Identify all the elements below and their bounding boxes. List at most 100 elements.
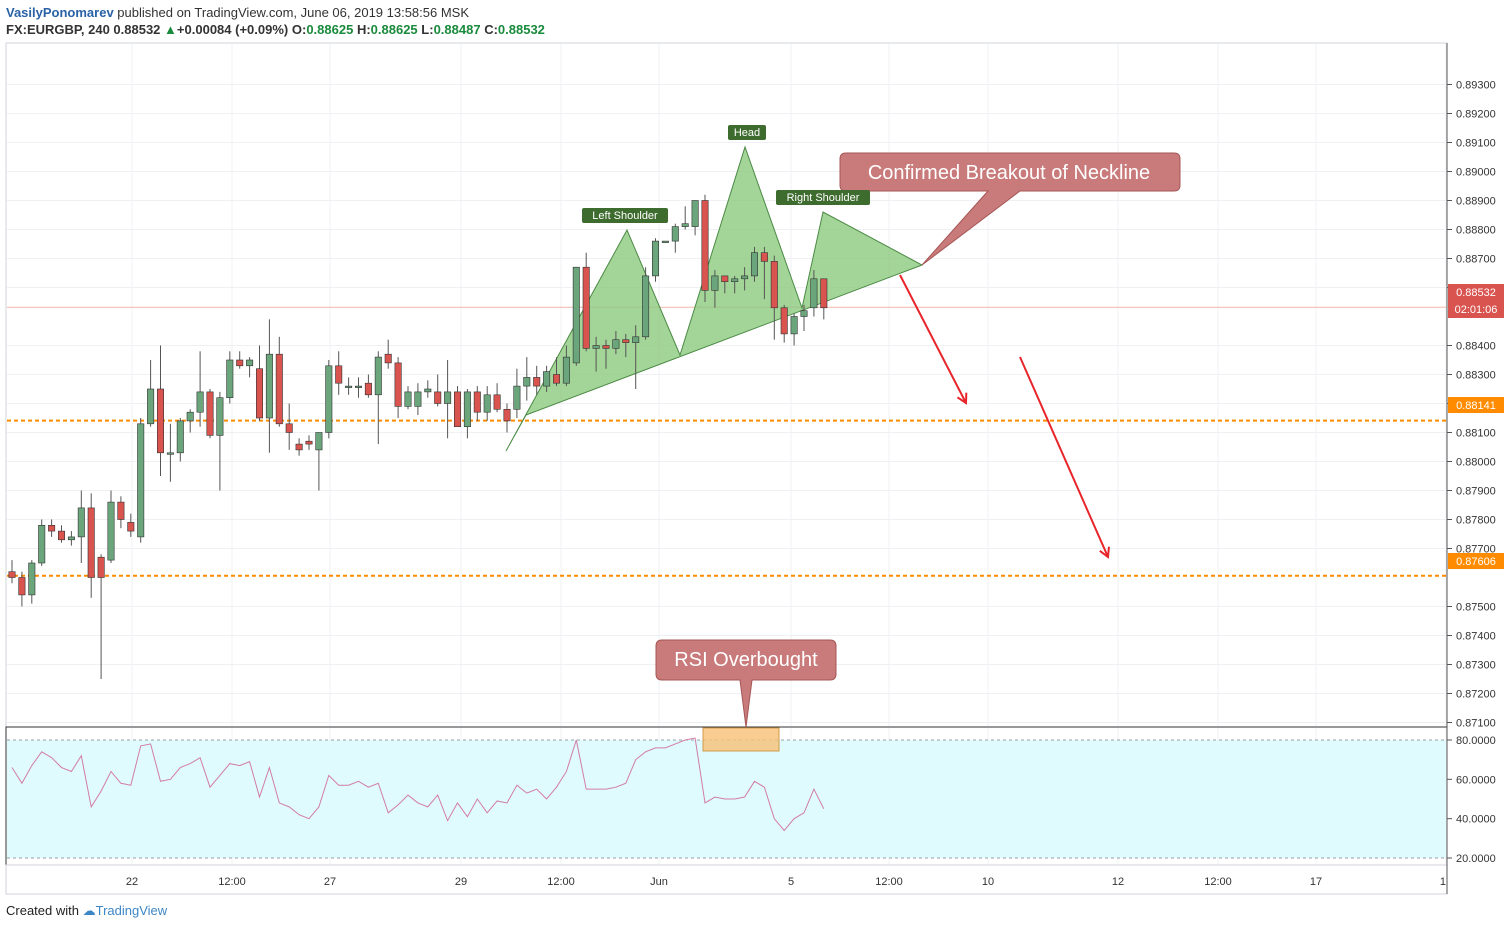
- candle-body: [434, 391, 442, 404]
- candlestick: [741, 267, 749, 291]
- candlestick: [444, 360, 452, 439]
- candle-body: [820, 278, 828, 309]
- time-axis-frame: [5, 864, 1448, 895]
- candlestick: [513, 368, 521, 418]
- price-tick-label: 0.88300: [1456, 370, 1496, 382]
- candle-body: [137, 423, 145, 538]
- candlestick: [354, 377, 362, 398]
- candlestick: [384, 339, 392, 369]
- candlestick: [246, 357, 254, 378]
- candlestick: [820, 278, 828, 320]
- candle-body: [572, 266, 580, 364]
- candle-body: [552, 374, 560, 384]
- candlestick: [582, 252, 590, 352]
- candlestick: [166, 423, 174, 482]
- candle-body: [384, 353, 392, 364]
- candle-body: [721, 275, 729, 282]
- candlestick: [750, 246, 758, 282]
- candle-body: [414, 391, 422, 407]
- candle-body: [612, 339, 620, 349]
- candlestick: [642, 267, 650, 340]
- candlestick: [503, 403, 511, 433]
- price-tick-label: 0.87800: [1456, 515, 1496, 527]
- candle-body: [77, 507, 85, 538]
- candlestick: [453, 386, 461, 427]
- head-and-shoulders-pattern[interactable]: [505, 145, 924, 452]
- candle-body: [57, 530, 65, 541]
- price-tick-label: 0.87900: [1456, 486, 1496, 498]
- candle-body: [404, 391, 412, 407]
- countdown-text: 02:01:06: [1455, 304, 1498, 316]
- candlestick: [523, 357, 531, 401]
- candle-body: [671, 226, 679, 242]
- time-tick-label: 22: [126, 876, 138, 888]
- price-tick-label: 0.87500: [1456, 602, 1496, 614]
- time-tick-label: 1: [1440, 876, 1446, 888]
- candlestick: [424, 380, 432, 398]
- candlestick: [721, 275, 729, 294]
- candle-body: [265, 353, 273, 419]
- candle-body: [157, 388, 165, 454]
- candle-body: [394, 362, 402, 407]
- candle-body: [8, 571, 16, 578]
- author-name[interactable]: VasilyPonomarev: [6, 5, 114, 20]
- time-tick-label: 29: [455, 876, 467, 888]
- candle-body: [424, 388, 432, 393]
- candle-body: [295, 443, 303, 451]
- close-value: 0.88532: [497, 22, 545, 37]
- candle-body: [523, 377, 531, 387]
- candlestick: [255, 345, 263, 421]
- right-shoulder-label[interactable]: Right Shoulder: [776, 190, 870, 205]
- head-label-text: Head: [734, 127, 760, 139]
- tradingview-logo-icon[interactable]: ☁: [82, 903, 96, 918]
- breakout-callout[interactable]: Confirmed Breakout of Neckline: [839, 152, 1181, 266]
- candle-body: [147, 388, 155, 425]
- tradingview-brand[interactable]: TradingView: [95, 903, 168, 918]
- rsi-overbought-callout[interactable]: RSI Overbought: [655, 639, 837, 728]
- candlestick: [711, 270, 719, 308]
- candle-body: [503, 408, 511, 422]
- price-tick-label: 0.87700: [1456, 544, 1496, 556]
- head-label[interactable]: Head: [728, 125, 766, 140]
- candlestick: [800, 304, 808, 331]
- candlestick: [206, 389, 214, 439]
- target-arrow-1[interactable]: [899, 274, 966, 403]
- time-tick-label: 12:00: [218, 876, 246, 888]
- candlestick: [97, 554, 105, 679]
- candle-body: [780, 307, 788, 335]
- candle-body: [642, 275, 650, 338]
- candle-body: [305, 440, 313, 445]
- candle-body: [602, 345, 610, 349]
- price-tick-label: 0.87400: [1456, 631, 1496, 643]
- candle-body: [533, 377, 541, 387]
- candle-body: [800, 310, 808, 317]
- level-2-text: 0.87606: [1456, 556, 1496, 568]
- candlestick: [572, 266, 580, 366]
- candlestick: [602, 339, 610, 369]
- candlestick: [760, 246, 768, 300]
- candlestick: [236, 351, 244, 369]
- time-tick-label: 12: [1112, 876, 1124, 888]
- time-axis[interactable]: 22 12:00 27 29 12:00 Jun 5 12:00 10 12 12:00 17 1: [126, 876, 1446, 888]
- candle-body: [325, 365, 333, 433]
- candle-body: [246, 359, 254, 367]
- left-shoulder-label[interactable]: Left Shoulder: [582, 208, 668, 223]
- price-tick-label: 0.89200: [1456, 109, 1496, 121]
- candle-body: [67, 536, 75, 541]
- candlestick: [533, 365, 541, 395]
- time-tick-label: 27: [324, 876, 336, 888]
- candle-body: [770, 261, 778, 309]
- price-tick-label: 0.89100: [1456, 138, 1496, 150]
- price-tick-label: 0.88700: [1456, 254, 1496, 266]
- level-1-badge: 0.88141: [1448, 397, 1504, 413]
- candlestick: [117, 496, 125, 529]
- rsi-overbought-highlight[interactable]: [702, 727, 780, 752]
- target-arrow-2[interactable]: [1019, 356, 1108, 557]
- candle-body: [493, 394, 501, 410]
- candle-body: [691, 200, 699, 227]
- candlestick: [473, 386, 481, 421]
- candlestick: [414, 383, 422, 416]
- price-chart[interactable]: Confirmed Breakout of Neckline RSI Overb…: [0, 0, 1511, 900]
- candlestick: [265, 319, 273, 453]
- candlestick: [127, 513, 135, 537]
